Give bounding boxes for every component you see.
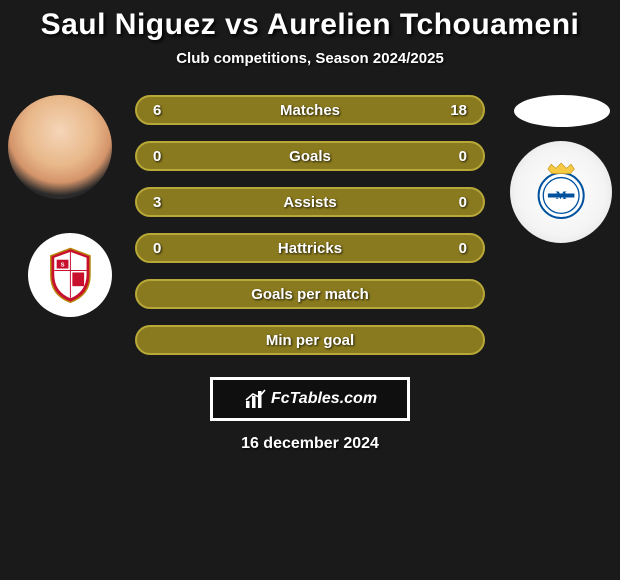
stat-row: Goals per match (135, 279, 485, 309)
club-left-crest: S (28, 233, 112, 317)
svg-text:M: M (555, 188, 566, 202)
stat-label: Min per goal (193, 332, 427, 349)
stat-label: Assists (193, 194, 427, 211)
stat-row: Min per goal (135, 325, 485, 355)
stat-left-value: 0 (153, 148, 193, 165)
page-subtitle: Club competitions, Season 2024/2025 (176, 50, 444, 67)
stat-label: Hattricks (193, 240, 427, 257)
footer-date: 16 december 2024 (241, 435, 379, 453)
realmadrid-crest-icon: M (528, 159, 594, 225)
stat-row: 0Goals0 (135, 141, 485, 171)
stat-right-value: 0 (427, 240, 467, 257)
brand-text: FcTables.com (271, 390, 377, 408)
svg-text:S: S (60, 262, 64, 268)
stat-label: Goals (193, 148, 427, 165)
stat-rows: 6Matches180Goals03Assists00Hattricks0Goa… (135, 95, 485, 371)
stat-left-value: 6 (153, 102, 193, 119)
stat-right-value: 0 (427, 148, 467, 165)
sevilla-crest-icon: S (41, 246, 100, 305)
stats-area: S M 6Matches180Goals03Assists00Hattricks… (0, 95, 620, 371)
stat-right-value: 18 (427, 102, 467, 119)
stat-label: Goals per match (193, 286, 427, 303)
page-title: Saul Niguez vs Aurelien Tchouameni (41, 8, 580, 42)
player-left-avatar (8, 95, 112, 199)
chart-icon (243, 387, 267, 411)
stat-left-value: 3 (153, 194, 193, 211)
stat-left-value: 0 (153, 240, 193, 257)
player-right-avatar (514, 95, 610, 127)
stat-right-value: 0 (427, 194, 467, 211)
comparison-card: Saul Niguez vs Aurelien Tchouameni Club … (0, 0, 620, 580)
stat-row: 6Matches18 (135, 95, 485, 125)
stat-row: 0Hattricks0 (135, 233, 485, 263)
stat-label: Matches (193, 102, 427, 119)
brand-badge: FcTables.com (210, 377, 410, 421)
club-right-crest: M (510, 141, 612, 243)
stat-row: 3Assists0 (135, 187, 485, 217)
